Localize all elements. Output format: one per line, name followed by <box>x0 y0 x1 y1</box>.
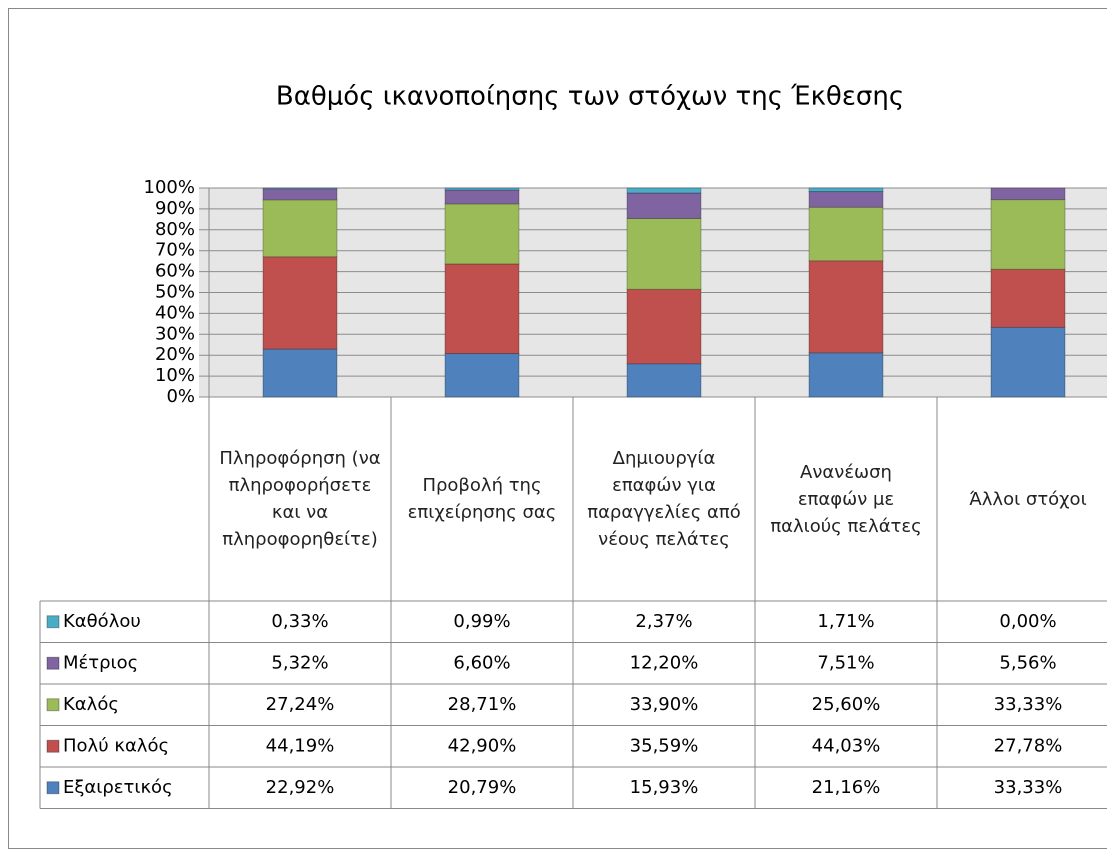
y-tick-label: 10% <box>155 365 195 386</box>
value-label: 27,78% <box>994 735 1063 756</box>
bar-segment <box>626 187 702 194</box>
bar-segment <box>626 363 702 398</box>
bar-segment <box>444 187 520 191</box>
value-label: 33,33% <box>994 777 1063 798</box>
y-tick-label: 60% <box>155 261 195 282</box>
value-label: 15,93% <box>630 777 699 798</box>
bar-segment <box>808 206 884 262</box>
value-label: 44,03% <box>812 735 881 756</box>
bar-segment <box>990 268 1066 328</box>
value-label: 5,32% <box>271 652 328 673</box>
legend-label: Πολύ καλός <box>63 735 169 756</box>
value-label: 42,90% <box>448 735 517 756</box>
bar-segment <box>990 199 1066 270</box>
value-label: 27,24% <box>266 694 335 715</box>
value-label: 44,19% <box>266 735 335 756</box>
y-tick-label: 90% <box>155 198 195 219</box>
legend-label: Καλός <box>63 694 119 715</box>
category-label: Ανανέωση επαφών με παλιούς πελάτες <box>770 461 922 537</box>
y-tick-label: 40% <box>155 302 195 323</box>
value-label: 0,99% <box>453 611 510 632</box>
bar-segment <box>808 187 884 193</box>
value-label: 2,37% <box>635 611 692 632</box>
bar-segment <box>444 263 520 355</box>
value-label: 28,71% <box>448 694 517 715</box>
bar-segment <box>990 326 1066 398</box>
value-label: 5,56% <box>999 652 1056 673</box>
category-label: Προβολή της επιχείρησης σας <box>407 475 557 523</box>
bar-segment <box>262 188 338 201</box>
y-tick-label: 100% <box>144 177 195 198</box>
legend-key <box>46 656 60 670</box>
y-tick-label: 70% <box>155 240 195 261</box>
bar-segment <box>808 191 884 208</box>
value-label: 6,60% <box>453 652 510 673</box>
value-label: 12,20% <box>630 652 699 673</box>
y-tick-label: 0% <box>166 386 195 407</box>
y-tick-label: 30% <box>155 323 195 344</box>
value-label: 0,00% <box>999 611 1056 632</box>
bar-segment <box>808 352 884 398</box>
bar-segment <box>444 203 520 265</box>
bar-segment <box>262 187 338 190</box>
y-tick-label: 20% <box>155 344 195 365</box>
legend-key <box>46 615 60 629</box>
value-label: 0,33% <box>271 611 328 632</box>
value-label: 33,33% <box>994 694 1063 715</box>
bar-segment <box>444 353 520 398</box>
legend-key <box>46 698 60 712</box>
value-label: 25,60% <box>812 694 881 715</box>
legend-key <box>46 781 60 795</box>
y-tick-label: 80% <box>155 219 195 240</box>
bar-segment <box>262 256 338 350</box>
value-label: 20,79% <box>448 777 517 798</box>
legend-key <box>46 739 60 753</box>
bar-segment <box>444 189 520 205</box>
chart-title: Βαθμός ικανοποίησης των στόχων της Έκθεσ… <box>276 82 904 112</box>
value-label: 1,71% <box>817 611 874 632</box>
bar-segment <box>626 217 702 290</box>
value-label: 35,59% <box>630 735 699 756</box>
category-label: Άλλοι στόχοι <box>969 488 1087 510</box>
chart-frame <box>8 8 1107 849</box>
y-tick-label: 50% <box>155 282 195 303</box>
value-label: 33,90% <box>630 694 699 715</box>
value-label: 21,16% <box>812 777 881 798</box>
bar-segment <box>262 199 338 258</box>
legend-label: Εξαιρετικός <box>63 777 173 798</box>
category-label: Δημιουργία επαφών για παραγγελίες από νέ… <box>587 448 741 550</box>
bar-segment <box>808 260 884 354</box>
bar-segment <box>262 348 338 398</box>
legend-label: Μέτριος <box>63 652 138 673</box>
value-label: 7,51% <box>817 652 874 673</box>
value-label: 22,92% <box>266 777 335 798</box>
bar-segment <box>990 187 1066 201</box>
bar-segment <box>626 288 702 365</box>
legend-label: Καθόλου <box>63 611 141 632</box>
bar-segment <box>626 192 702 219</box>
category-label: Πληροφόρηση (να πληροφορήσετε και να πλη… <box>219 448 381 550</box>
